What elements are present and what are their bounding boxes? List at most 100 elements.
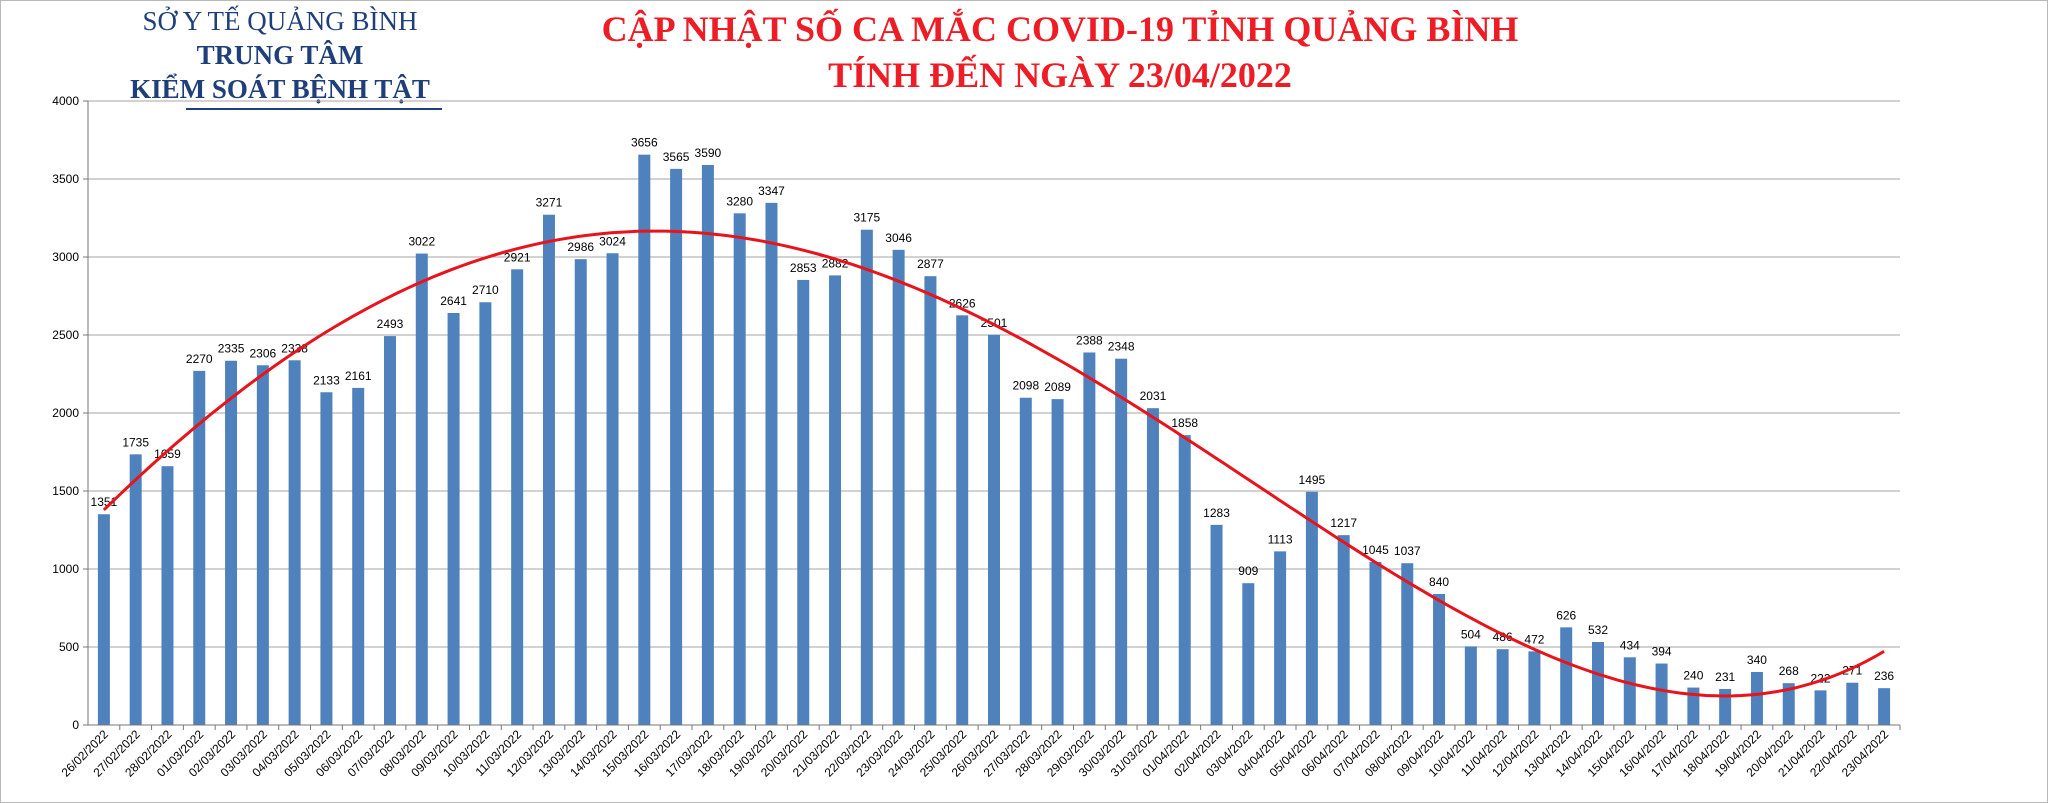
- bar: [1178, 435, 1191, 725]
- data-label: 1045: [1362, 543, 1389, 557]
- bar: [1401, 563, 1414, 725]
- bar: [1433, 593, 1446, 725]
- data-label: 3024: [599, 234, 626, 248]
- bar: [225, 360, 238, 725]
- bar: [1464, 646, 1477, 725]
- data-label: 2501: [981, 316, 1008, 330]
- bar: [860, 229, 873, 725]
- data-label: 2710: [472, 283, 499, 297]
- data-label: 2348: [1108, 340, 1135, 354]
- bar: [1496, 649, 1509, 725]
- bar: [924, 276, 937, 725]
- data-label: 1113: [1268, 532, 1293, 546]
- data-label: 3565: [663, 150, 690, 164]
- data-label: 340: [1747, 653, 1767, 667]
- bar: [352, 387, 365, 725]
- bar: [1750, 671, 1763, 725]
- org-center: TRUNG TÂM: [196, 40, 364, 70]
- data-label: 2098: [1012, 379, 1039, 393]
- bar: [829, 275, 842, 725]
- data-label: 2306: [249, 346, 276, 360]
- bar: [193, 370, 206, 725]
- data-label: 1495: [1299, 473, 1326, 487]
- bar: [161, 466, 174, 725]
- bar: [733, 213, 746, 725]
- data-label: 840: [1429, 575, 1449, 589]
- bar: [447, 313, 460, 725]
- bar: [384, 336, 396, 725]
- data-label: 1858: [1171, 416, 1198, 430]
- bar: [1369, 561, 1382, 725]
- bar: [765, 202, 778, 726]
- data-label: 3347: [758, 184, 785, 198]
- bar: [638, 154, 651, 725]
- data-label: 3656: [631, 136, 658, 150]
- data-label: 486: [1493, 630, 1513, 644]
- bar: [415, 253, 428, 725]
- data-label: 2089: [1044, 380, 1071, 394]
- chart-title-line2: TÍNH ĐẾN NGÀY 23/04/2022: [828, 55, 1292, 95]
- bar: [1083, 352, 1096, 725]
- bar: [1305, 491, 1318, 725]
- organization-header: SỞ Y TẾ QUẢNG BÌNH TRUNG TÂM KIỂM SOÁT B…: [120, 4, 442, 110]
- bar: [1719, 688, 1732, 725]
- data-label: 2877: [917, 257, 944, 271]
- chart-title: CẬP NHẬT SỐ CA MẮC COVID-19 TỈNH QUẢNG B…: [560, 6, 1560, 98]
- bar: [1846, 682, 1859, 725]
- data-label: 1283: [1203, 506, 1230, 520]
- y-tick-label: 2500: [52, 328, 79, 342]
- x-axis: 26/02/202227/02/202228/02/202201/03/2022…: [59, 724, 1901, 780]
- bar: [1782, 683, 1795, 725]
- bar: [1051, 399, 1064, 725]
- bar: [1687, 687, 1700, 725]
- data-label: 3175: [853, 211, 880, 225]
- bar: [670, 168, 683, 726]
- data-label: 231: [1715, 670, 1735, 684]
- data-label: 2986: [567, 240, 594, 254]
- org-underline: [186, 108, 442, 110]
- bar: [1115, 358, 1128, 725]
- bar: [606, 253, 619, 726]
- bar: [956, 315, 969, 725]
- org-department: SỞ Y TẾ QUẢNG BÌNH: [142, 6, 418, 36]
- bar: [1623, 657, 1636, 725]
- data-label: 2921: [504, 250, 531, 264]
- data-label: 2335: [218, 342, 245, 356]
- bar: [892, 249, 905, 725]
- bar: [988, 334, 1000, 725]
- bar: [1210, 524, 1223, 725]
- data-label: 626: [1556, 608, 1576, 622]
- y-tick-label: 1000: [52, 562, 79, 576]
- data-label: 2493: [377, 317, 404, 331]
- chart-title-line1: CẬP NHẬT SỐ CA MẮC COVID-19 TỈNH QUẢNG B…: [601, 9, 1519, 49]
- data-label: 1037: [1394, 544, 1421, 558]
- data-label: 240: [1683, 669, 1703, 683]
- bar: [320, 392, 333, 725]
- data-label: 1217: [1330, 516, 1357, 530]
- data-label: 2641: [440, 294, 467, 308]
- bar: [1814, 690, 1827, 725]
- bar: [1592, 642, 1604, 725]
- data-label: 3280: [726, 194, 753, 208]
- bar: [701, 164, 714, 725]
- bar: [256, 365, 269, 725]
- data-label: 268: [1779, 664, 1799, 678]
- bars: [97, 154, 1891, 726]
- data-label: 3271: [536, 196, 563, 210]
- org-center-name: KIỂM SOÁT BỆNH TẬT: [130, 74, 430, 104]
- bar: [1878, 688, 1891, 725]
- data-label: 2133: [313, 373, 340, 387]
- bar: [1019, 397, 1032, 725]
- bar: [129, 454, 142, 725]
- data-label: 2338: [281, 341, 308, 355]
- y-tick-label: 1500: [52, 484, 79, 498]
- bar: [479, 302, 492, 725]
- bar: [288, 360, 301, 725]
- data-label: 1735: [122, 435, 149, 449]
- bar: [1242, 583, 1255, 725]
- data-label: 2161: [345, 369, 372, 383]
- y-tick-label: 0: [72, 718, 79, 732]
- data-label: 909: [1238, 564, 1258, 578]
- data-label: 2270: [186, 352, 213, 366]
